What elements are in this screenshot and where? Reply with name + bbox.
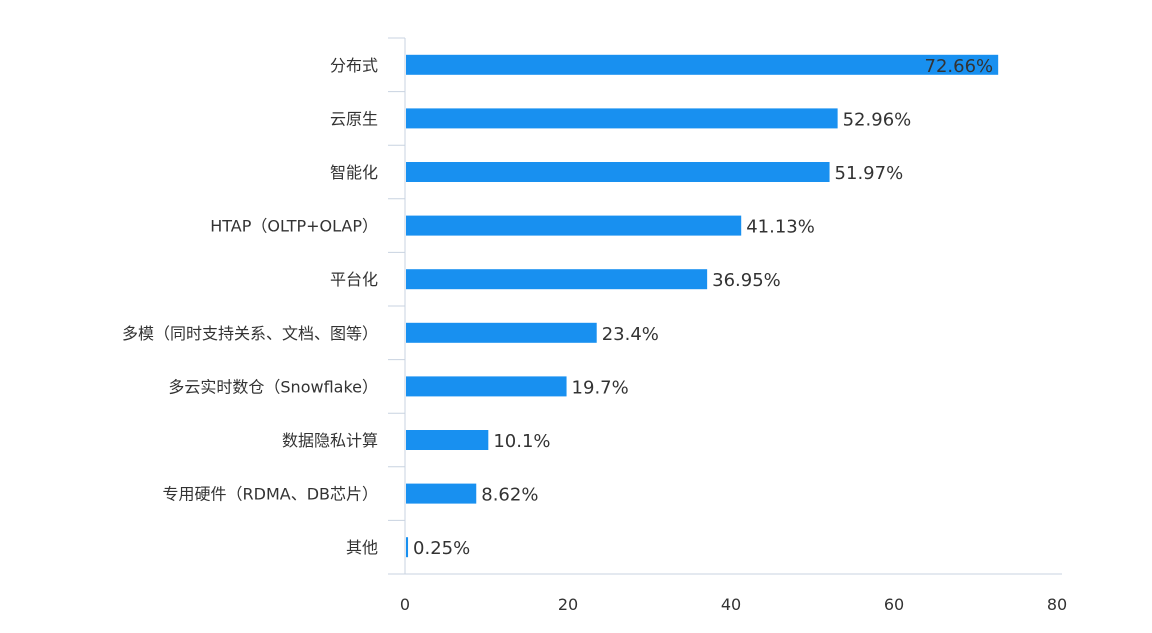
data-label: 41.13%	[746, 217, 815, 238]
data-label: 0.25%	[413, 538, 470, 559]
bar	[406, 108, 838, 129]
bar	[406, 269, 708, 290]
y-category-label: 分布式	[330, 56, 378, 75]
bar	[406, 376, 567, 397]
y-category-label: 专用硬件（RDMA、DB芯片）	[163, 485, 379, 504]
data-label: 36.95%	[712, 270, 781, 291]
bar	[406, 162, 830, 182]
x-tick-label: 60	[884, 595, 904, 614]
bar	[406, 430, 489, 450]
x-tick-label: 80	[1047, 595, 1067, 614]
data-label: 51.97%	[835, 163, 904, 184]
y-category-label: 云原生	[330, 109, 378, 128]
y-category-label: 智能化	[330, 163, 378, 182]
x-tick-label: 20	[558, 595, 578, 614]
y-category-label: 多云实时数仓（Snowflake）	[168, 377, 378, 396]
data-label: 52.96%	[843, 109, 912, 130]
y-category-label: 平台化	[330, 270, 378, 289]
bar	[406, 537, 409, 558]
y-category-label: 其他	[346, 538, 378, 557]
data-label: 19.7%	[572, 377, 629, 398]
data-label: 10.1%	[493, 431, 550, 452]
bar	[406, 322, 597, 343]
x-tick-label: 40	[721, 595, 741, 614]
bar	[406, 215, 742, 236]
y-category-label: 数据隐私计算	[282, 431, 378, 450]
x-tick-label: 0	[400, 595, 410, 614]
data-label: 72.66%	[925, 56, 994, 77]
bar	[406, 483, 477, 504]
bar	[406, 54, 999, 75]
y-category-label: HTAP（OLTP+OLAP）	[210, 217, 378, 236]
data-label: 23.4%	[602, 324, 659, 345]
data-label: 8.62%	[481, 485, 538, 506]
y-category-label: 多模（同时支持关系、文档、图等）	[122, 324, 378, 343]
